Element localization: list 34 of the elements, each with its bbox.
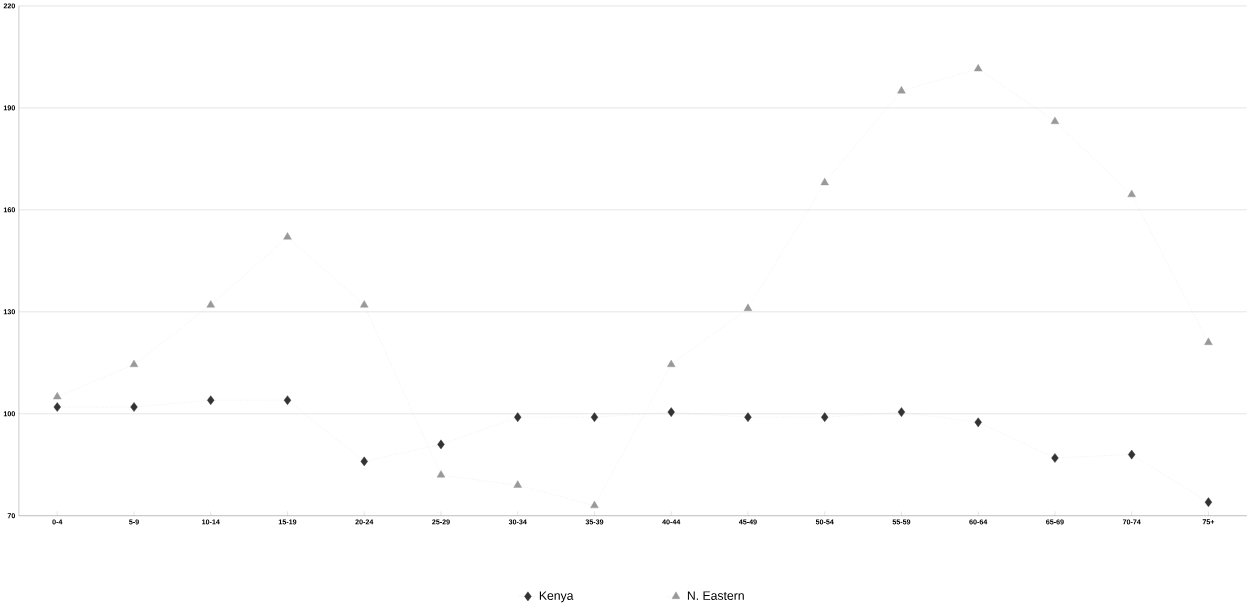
point	[1204, 497, 1213, 507]
point	[974, 63, 983, 72]
point	[436, 469, 446, 478]
legend-label: Kenya	[539, 591, 574, 603]
point	[590, 500, 599, 508]
point	[590, 412, 599, 422]
point	[437, 439, 445, 449]
point	[744, 412, 752, 422]
point	[1128, 449, 1136, 460]
point	[207, 395, 215, 405]
point	[820, 177, 829, 185]
point	[206, 300, 215, 308]
point	[513, 480, 522, 488]
point	[743, 303, 753, 311]
point	[821, 412, 829, 422]
point	[283, 395, 292, 405]
point	[1127, 189, 1136, 197]
point	[129, 359, 139, 367]
point	[897, 407, 906, 417]
point	[667, 359, 676, 367]
legend-label: N. Eastern	[687, 591, 744, 600]
point	[897, 85, 906, 94]
point	[53, 391, 62, 400]
point	[1051, 452, 1059, 463]
point	[974, 417, 982, 427]
point	[1204, 337, 1213, 345]
point	[360, 300, 369, 308]
point	[283, 232, 292, 240]
point	[130, 402, 138, 412]
point	[53, 402, 61, 412]
point	[1050, 116, 1060, 124]
point	[514, 412, 522, 422]
point	[360, 456, 368, 466]
point	[667, 407, 675, 417]
